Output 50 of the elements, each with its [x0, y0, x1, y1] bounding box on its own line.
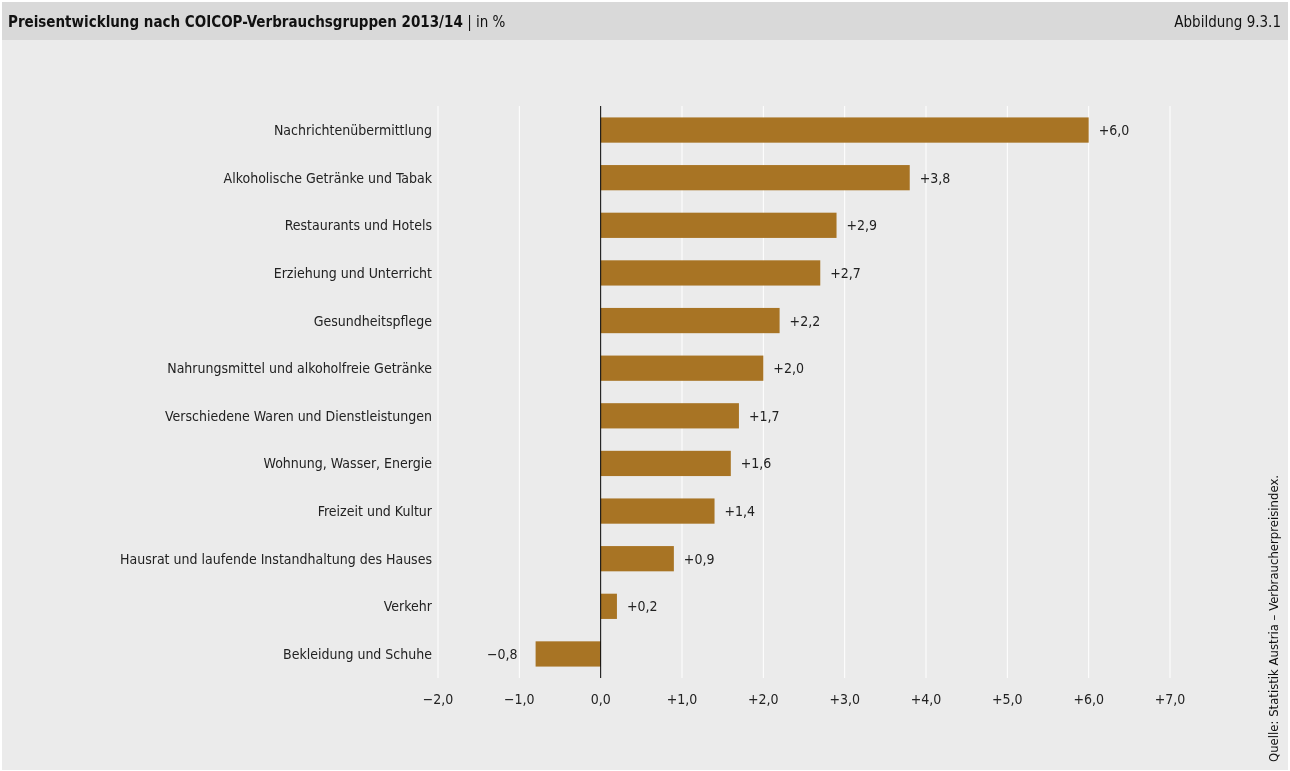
y-tick-label: Nachrichtenübermittlung — [273, 122, 432, 139]
text: Abbildung 9.3.1 — [1174, 13, 1281, 31]
bar — [600, 355, 764, 381]
data-label: +6,0 — [1098, 122, 1130, 139]
bar — [535, 641, 601, 667]
data-label: +2,0 — [773, 360, 804, 377]
bar — [600, 498, 715, 524]
bar — [600, 307, 780, 334]
y-tick-label: Alkoholische Getränke und Tabak — [223, 169, 433, 186]
x-tick-label: +7,0 — [1154, 691, 1186, 707]
data-label: +2,2 — [789, 312, 821, 329]
text: Preisentwicklung nach COICOP-Verbrauchsgruppen 2013/14 — [8, 13, 463, 31]
bar — [600, 403, 739, 429]
x-tick-label: 0,0 — [590, 691, 611, 707]
y-tick-label: Bekleidung und Schuhe — [283, 645, 433, 662]
chart-subtitle: | in % — [462, 13, 506, 31]
data-label: +1,4 — [724, 503, 756, 520]
y-tick-label: Freizeit und Kultur — [317, 503, 433, 520]
data-label: +0,9 — [683, 550, 715, 567]
data-label: +2,7 — [830, 264, 861, 281]
bar — [600, 117, 1089, 143]
x-tick-label: −1,0 — [504, 691, 535, 707]
y-tick-label: Verkehr — [383, 598, 433, 615]
y-tick-label: Wohnung, Wasser, Energie — [263, 455, 433, 472]
bar — [600, 546, 674, 572]
bar — [600, 260, 821, 286]
y-tick-label: Hausrat und laufende Instandhaltung des Hauses — [119, 550, 432, 567]
y-tick-label: Restaurants und Hotels — [284, 217, 432, 234]
source-note: Quelle: Statistik Austria – Verbraucherpreisindex. — [1266, 474, 1281, 762]
x-tick-label: +4,0 — [910, 691, 942, 707]
x-tick-label: +3,0 — [829, 691, 860, 707]
data-label: +0,2 — [626, 598, 658, 615]
bar — [600, 212, 837, 238]
x-tick-label: +2,0 — [748, 691, 779, 707]
y-tick-label: Gesundheitspflege — [313, 312, 433, 329]
bar — [600, 165, 910, 191]
x-tick-label: −2,0 — [422, 691, 454, 707]
data-label: +1,7 — [748, 407, 780, 424]
data-label: +2,9 — [846, 217, 878, 234]
data-label: −0,8 — [487, 645, 518, 662]
y-tick-label: Erziehung und Unterricht — [273, 264, 433, 281]
x-tick-label: +5,0 — [992, 691, 1023, 707]
x-tick-label: +1,0 — [666, 691, 698, 707]
bar — [600, 593, 617, 619]
data-label: +1,6 — [740, 455, 772, 472]
y-tick-label: Nahrungsmittel und alkoholfreie Getränke — [167, 360, 433, 377]
data-label: +3,8 — [919, 169, 951, 186]
bar — [600, 450, 731, 477]
x-tick-label: +6,0 — [1073, 691, 1104, 707]
y-tick-label: Verschiedene Waren und Dienstleistungen — [165, 407, 432, 424]
